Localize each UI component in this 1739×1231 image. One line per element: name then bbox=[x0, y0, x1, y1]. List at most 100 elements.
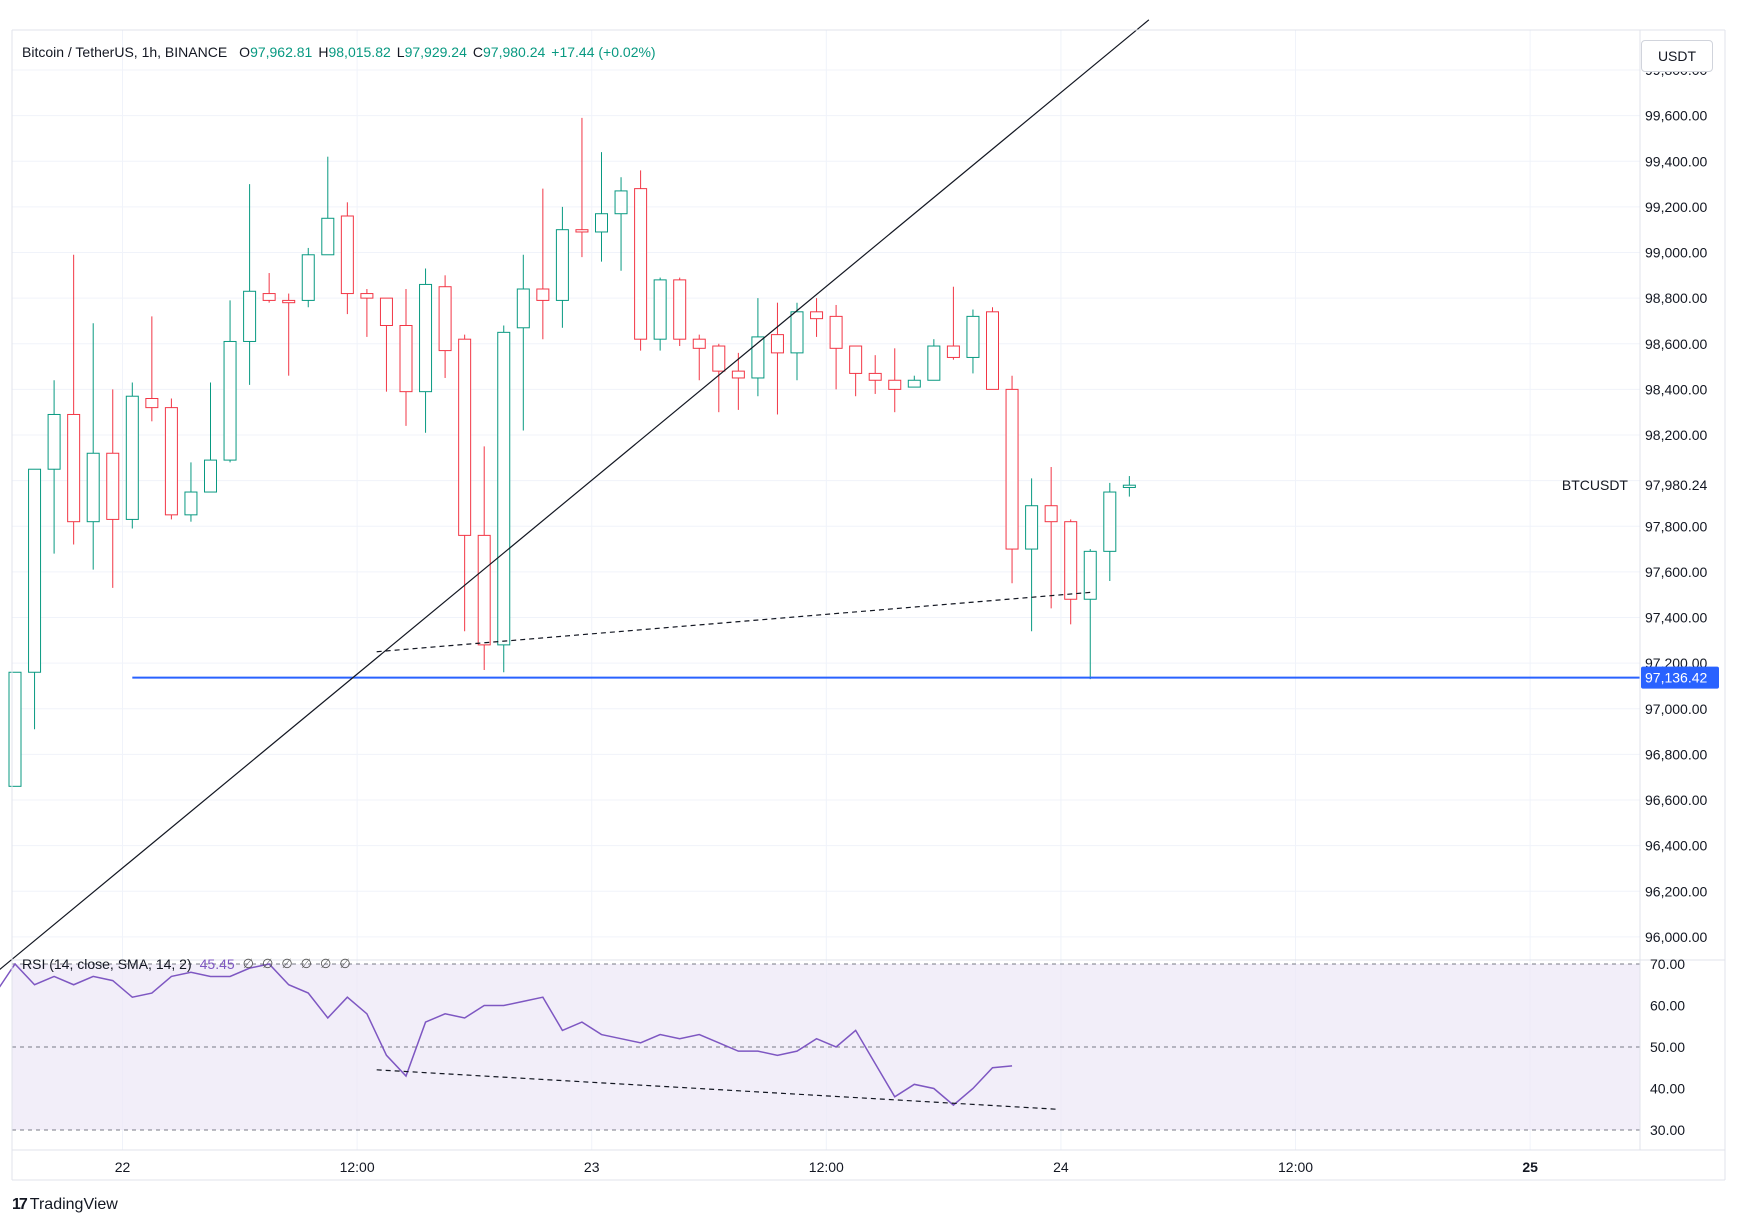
candle[interactable] bbox=[458, 334, 472, 632]
change-value: +17.44 (+0.02%) bbox=[551, 44, 656, 60]
candle-body bbox=[790, 311, 804, 354]
candle[interactable] bbox=[1083, 549, 1097, 680]
candle[interactable] bbox=[243, 184, 257, 385]
candle[interactable] bbox=[692, 334, 706, 381]
candle[interactable] bbox=[8, 671, 22, 787]
candle[interactable] bbox=[946, 286, 960, 360]
candle[interactable] bbox=[379, 297, 393, 392]
rsi-value: 45.45 bbox=[199, 956, 235, 972]
rsi-na-icon: ∅ bbox=[242, 956, 254, 971]
price-tick-label: 97,400.00 bbox=[1645, 610, 1707, 626]
candle[interactable] bbox=[145, 316, 159, 422]
candle[interactable] bbox=[184, 462, 198, 522]
candle-body bbox=[1044, 505, 1058, 523]
candle[interactable] bbox=[67, 254, 81, 545]
candle[interactable] bbox=[1064, 519, 1078, 625]
candle[interactable] bbox=[986, 307, 999, 390]
candle-body bbox=[301, 254, 315, 301]
candle-body bbox=[86, 452, 100, 523]
candle[interactable] bbox=[204, 382, 217, 493]
candle[interactable] bbox=[1025, 478, 1039, 632]
candle[interactable] bbox=[536, 188, 550, 340]
rsi-dashed-line[interactable] bbox=[376, 1069, 1058, 1110]
candle[interactable] bbox=[125, 382, 139, 529]
candle-body bbox=[614, 190, 628, 215]
candle-body bbox=[419, 283, 433, 393]
candle[interactable] bbox=[595, 152, 608, 262]
candle[interactable] bbox=[321, 156, 335, 256]
candle[interactable] bbox=[614, 177, 628, 271]
rsi-na-icon: ∅ bbox=[319, 956, 332, 971]
candle[interactable] bbox=[751, 298, 765, 397]
price-tick-label: 97,000.00 bbox=[1645, 701, 1707, 717]
trendline[interactable] bbox=[0, 19, 1150, 1006]
price-tick-label: 97,800.00 bbox=[1645, 518, 1707, 534]
candle[interactable] bbox=[301, 247, 315, 308]
candle[interactable] bbox=[1005, 375, 1019, 584]
candle-body bbox=[1005, 388, 1019, 550]
candle[interactable] bbox=[868, 355, 882, 394]
rsi-line[interactable] bbox=[0, 962, 1013, 1107]
candle[interactable] bbox=[555, 206, 569, 328]
price-dashed-line[interactable] bbox=[376, 591, 1091, 653]
time-tick-label: 22 bbox=[115, 1159, 131, 1175]
candle[interactable] bbox=[438, 275, 452, 378]
candle[interactable] bbox=[731, 352, 745, 410]
brand-name: TradingView bbox=[29, 1196, 118, 1213]
candle[interactable] bbox=[966, 309, 980, 374]
candle[interactable] bbox=[907, 375, 921, 388]
candle[interactable] bbox=[86, 323, 100, 570]
drawings[interactable] bbox=[0, 19, 1640, 1006]
candle[interactable] bbox=[1044, 466, 1058, 609]
candle[interactable] bbox=[47, 380, 61, 554]
candle[interactable] bbox=[1122, 476, 1136, 497]
low-label: L bbox=[396, 44, 405, 60]
candle-body bbox=[340, 215, 354, 295]
time-tick-label: 25 bbox=[1522, 1159, 1538, 1175]
currency-button[interactable]: USDT bbox=[1641, 40, 1713, 72]
candle-body bbox=[927, 345, 941, 381]
candle[interactable] bbox=[927, 339, 941, 381]
candle[interactable] bbox=[849, 345, 863, 397]
candle[interactable] bbox=[829, 304, 843, 390]
tradingview-brand[interactable]: 17 TradingView bbox=[12, 1196, 118, 1214]
symbol-title[interactable]: Bitcoin / TetherUS, 1h, BINANCE bbox=[22, 44, 228, 60]
candle[interactable] bbox=[399, 289, 413, 426]
candle[interactable] bbox=[516, 254, 530, 431]
candle-body bbox=[438, 286, 452, 352]
candle-body bbox=[458, 338, 472, 536]
price-tick-label: 96,200.00 bbox=[1645, 883, 1707, 899]
candle[interactable] bbox=[575, 117, 589, 258]
candle-body bbox=[125, 395, 139, 520]
price-tick-label: 99,400.00 bbox=[1645, 153, 1707, 169]
support-price-value: 97,136.42 bbox=[1645, 670, 1707, 686]
candle[interactable] bbox=[340, 202, 354, 315]
candle[interactable] bbox=[28, 468, 42, 730]
candle[interactable] bbox=[673, 277, 687, 347]
candle[interactable] bbox=[360, 289, 374, 337]
candle[interactable] bbox=[164, 398, 178, 520]
rsi-title[interactable]: RSI (14, close, SMA, 14, 2) bbox=[22, 956, 192, 972]
candle[interactable] bbox=[653, 277, 667, 351]
candle[interactable] bbox=[712, 343, 726, 413]
candle[interactable] bbox=[106, 389, 120, 588]
candle[interactable] bbox=[477, 446, 491, 670]
candle[interactable] bbox=[810, 298, 824, 337]
rsi-tick-label: 60.00 bbox=[1650, 998, 1685, 1014]
candle[interactable] bbox=[888, 348, 902, 413]
candle[interactable] bbox=[262, 273, 276, 303]
candle[interactable] bbox=[790, 302, 804, 381]
candle[interactable] bbox=[1103, 482, 1117, 581]
rsi-pane[interactable] bbox=[0, 962, 1640, 1131]
candle-body bbox=[516, 288, 530, 329]
candle[interactable] bbox=[419, 268, 433, 433]
candle-body bbox=[555, 229, 569, 301]
candle[interactable] bbox=[223, 300, 237, 463]
candle[interactable] bbox=[497, 325, 511, 673]
candle[interactable] bbox=[634, 170, 648, 351]
candles[interactable] bbox=[8, 117, 1136, 787]
candle[interactable] bbox=[770, 302, 784, 415]
candle[interactable] bbox=[282, 293, 296, 376]
